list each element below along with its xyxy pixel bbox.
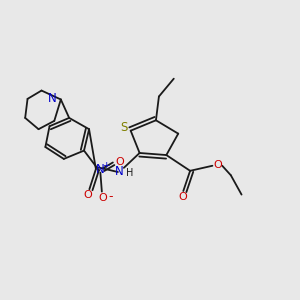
Text: N: N	[96, 163, 104, 176]
Text: N: N	[48, 92, 57, 105]
Text: O: O	[213, 160, 222, 170]
Text: +: +	[103, 161, 110, 170]
Text: O: O	[178, 192, 187, 202]
Text: S: S	[121, 121, 128, 134]
Text: H: H	[125, 168, 133, 178]
Text: -: -	[108, 190, 112, 203]
Text: O: O	[99, 193, 107, 203]
Text: O: O	[84, 190, 93, 200]
Text: N: N	[115, 165, 124, 178]
Text: O: O	[115, 157, 124, 166]
